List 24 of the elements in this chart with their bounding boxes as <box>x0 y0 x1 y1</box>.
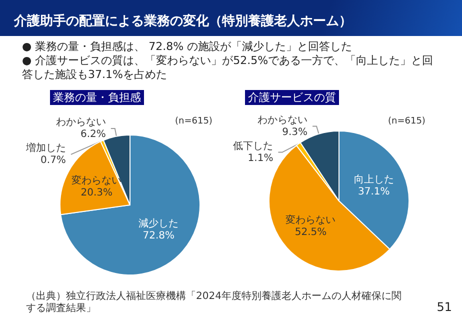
data-label: 0.7% <box>40 154 66 166</box>
slice-label: 変わらない <box>286 214 336 226</box>
slice-label: 低下した <box>233 140 274 152</box>
chart-subtitle: (n=615) <box>388 116 426 126</box>
data-label: 6.2% <box>80 128 106 140</box>
data-label: 20.3% <box>80 187 113 198</box>
data-label: 72.8% <box>142 230 175 242</box>
data-label: 1.1% <box>248 152 274 164</box>
chart-title: 介護サービスの質 <box>248 91 336 104</box>
data-label: 9.3% <box>282 126 308 138</box>
slice-label: 向上した <box>354 174 394 186</box>
chart-title: 業務の量・負担感 <box>53 91 141 104</box>
slice-label: わからない <box>258 114 308 126</box>
text: （出典）独立行政法人福祉医療機構「2024年度特別養護老人ホームの人材確保に関する調査結果」 <box>26 291 402 315</box>
text: 51 <box>436 300 452 314</box>
text: ● 業務の量・負担感は、 72.8% の施設が「減少した」と回答した <box>22 40 354 54</box>
slice-label: 減少した <box>138 217 179 230</box>
data-label: 52.5% <box>294 226 327 238</box>
slice-label: 増加した <box>24 142 66 154</box>
slice-label: わからない <box>56 116 106 128</box>
text: ● 介護サービスの質は、「変わらない」が52.5%である一方で、「向上した」と回答した施設も37.1%を占めた <box>22 54 434 82</box>
data-label: 37.1% <box>358 186 390 198</box>
chart-subtitle: (n=615) <box>175 116 212 126</box>
text: 介護助手の配置による業務の変化（特別養護老人ホーム） <box>0 0 462 36</box>
